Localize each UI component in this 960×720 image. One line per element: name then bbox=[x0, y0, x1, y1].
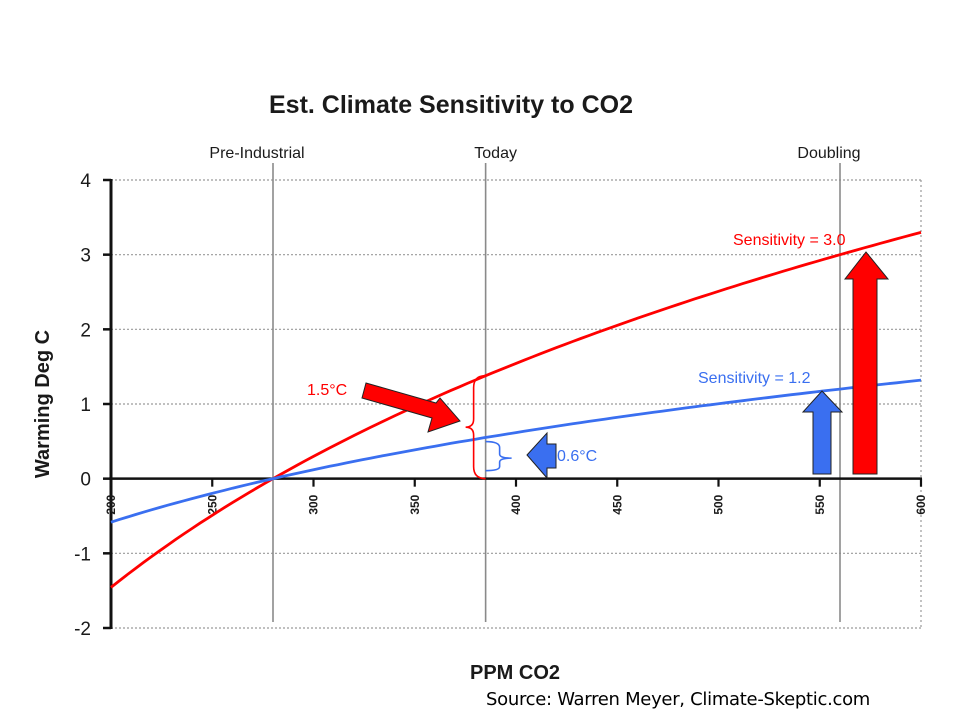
blue-arrow-0-6 bbox=[526, 431, 557, 480]
x-tick-label: 250 bbox=[205, 494, 219, 514]
red-up-arrow bbox=[843, 251, 890, 475]
grid bbox=[111, 179, 922, 629]
red-arrow-1-5 bbox=[361, 382, 461, 433]
series-line-sensitivity-3 bbox=[110, 231, 922, 589]
x-tick-label: 350 bbox=[408, 494, 422, 514]
blue-up-arrow bbox=[801, 390, 844, 475]
annotation-1-5c: 1.5°C bbox=[307, 382, 347, 399]
reference-lines: Pre-Industrial Today Doubling bbox=[209, 145, 861, 622]
reference-label-doubling: Doubling bbox=[797, 145, 860, 162]
chart-title: Est. Climate Sensitivity to CO2 bbox=[269, 91, 633, 119]
label-sensitivity-1-2: Sensitivity = 1.2 bbox=[698, 370, 811, 387]
y-tick-label: 1 bbox=[80, 395, 91, 416]
reference-label-pre-industrial: Pre-Industrial bbox=[209, 145, 304, 162]
x-tick-label: 450 bbox=[610, 494, 624, 514]
y-tick-label: 3 bbox=[80, 246, 91, 267]
x-tick-label: 550 bbox=[813, 494, 827, 514]
x-tick-label: 600 bbox=[914, 494, 928, 514]
y-tick-label: 2 bbox=[80, 320, 91, 341]
y-tick-label: 4 bbox=[80, 171, 91, 192]
y-tick-label: -1 bbox=[74, 544, 91, 565]
annotation-0-6c: 0.6°C bbox=[557, 448, 597, 465]
x-axis-label: PPM CO2 bbox=[470, 662, 560, 684]
y-axis-label: Warming Deg C bbox=[32, 330, 54, 478]
source-credit: Source: Warren Meyer, Climate-Skeptic.co… bbox=[486, 689, 871, 710]
label-sensitivity-3: Sensitivity = 3.0 bbox=[733, 232, 846, 249]
annotations: 1.5°C 0.6°C Sensitivity = 3.0 Sensitivity =… bbox=[307, 232, 890, 480]
x-ticks: 200 250 300 350 400 450 500 550 600 bbox=[104, 478, 928, 515]
series-line-sensitivity-1-2 bbox=[110, 378, 922, 524]
y-ticks: 4 3 2 1 0 -1 -2 bbox=[74, 171, 111, 640]
y-tick-label: -2 bbox=[74, 619, 91, 640]
blue-brace bbox=[485, 440, 512, 472]
reference-label-today: Today bbox=[474, 145, 517, 162]
series bbox=[110, 231, 922, 589]
x-tick-label: 200 bbox=[104, 494, 118, 514]
x-tick-label: 500 bbox=[712, 494, 726, 514]
x-tick-label: 400 bbox=[509, 494, 523, 514]
red-brace bbox=[465, 374, 486, 480]
y-tick-label: 0 bbox=[80, 470, 91, 491]
x-tick-label: 300 bbox=[307, 494, 321, 514]
